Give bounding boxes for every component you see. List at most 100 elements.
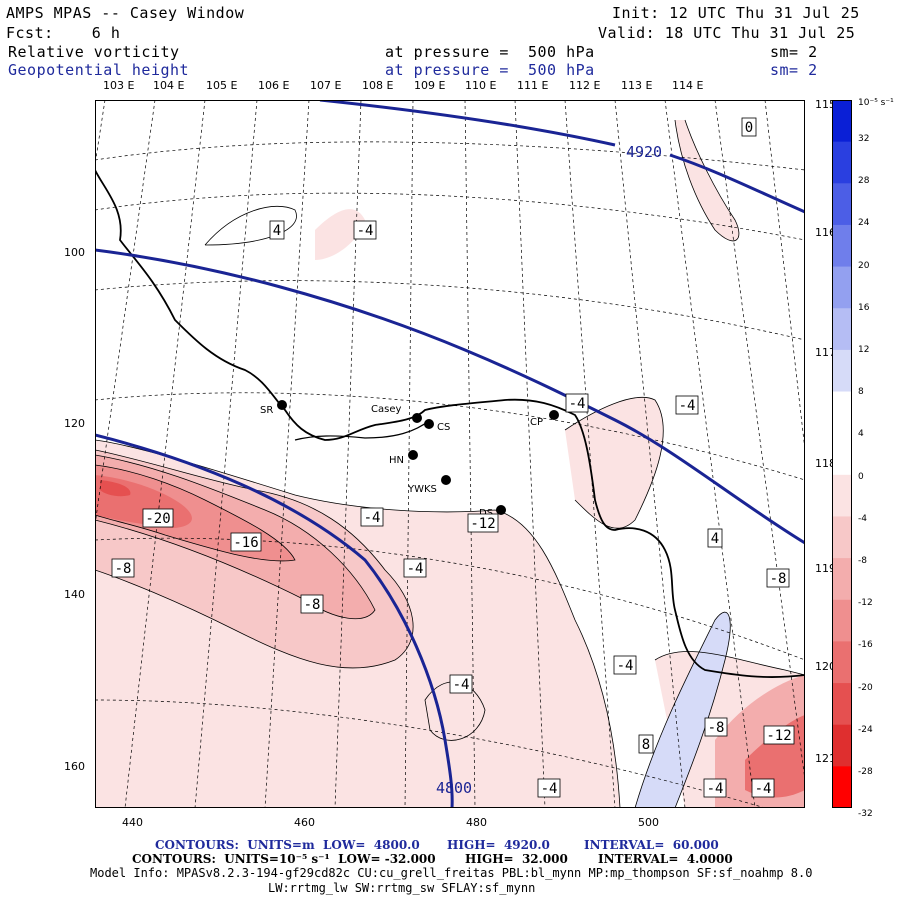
vorticity-label-box (360, 507, 384, 527)
colorbar-frame (832, 100, 852, 808)
station: DS (479, 505, 506, 519)
y-tick-label: 100 (64, 246, 85, 259)
colorbar-segment (832, 683, 852, 726)
field2-smoothing: sm= 2 (770, 61, 818, 79)
x-tick-label: 500 (638, 816, 659, 829)
colorbar-segment (832, 766, 852, 808)
vorticity-label-box (613, 655, 637, 675)
vorticity-label-box (703, 778, 727, 798)
longitude-label: 104 E (153, 79, 185, 92)
vorticity-label-text: -4 (357, 223, 374, 239)
vorticity-label: 0 (741, 117, 757, 137)
longitude-line (334, 100, 362, 808)
vorticity-label: -16 (230, 532, 262, 552)
field1-name: Relative vorticity (8, 43, 180, 61)
colorbar-tick-label: 32 (858, 134, 870, 144)
vorticity-label: -20 (142, 508, 174, 528)
longitude-label: 106 E (258, 79, 290, 92)
colorbar-tick-label: -20 (858, 682, 873, 693)
negative-vorticity-region (315, 209, 365, 260)
longitude-line (664, 100, 756, 808)
x-tick-label: 440 (122, 816, 143, 829)
longitude-label: 108 E (362, 79, 394, 92)
vorticity-label-text: -4 (364, 510, 381, 526)
height-contour-4920 (319, 100, 616, 147)
colorbar-unit: 10⁻⁵ s⁻¹ (858, 98, 894, 108)
colorbar-tick-label: 28 (858, 176, 870, 187)
height-contour-4920-east (669, 153, 805, 214)
colorbar-tick-label: -8 (858, 556, 867, 566)
footer-height-contours: CONTOURS: UNITS=m LOW= 4800.0 (155, 838, 420, 852)
vorticity-label: -4 (675, 395, 699, 415)
vorticity-label-box (675, 395, 699, 415)
x-tick-label: 480 (466, 816, 487, 829)
height-contour-4860 (95, 248, 805, 545)
vorticity-label: 4 (707, 528, 723, 548)
colorbar-tick-label: 12 (858, 345, 870, 355)
vorticity-contour (204, 205, 297, 246)
vorticity-label-box (638, 734, 654, 754)
colorbar-tick-label: -32 (858, 809, 873, 820)
vorticity-label: -8 (111, 558, 135, 578)
vorticity-label-box (766, 568, 790, 588)
negative-vorticity-region (565, 397, 664, 529)
vorticity-contour (95, 454, 376, 620)
vorticity-label-text: -4 (541, 781, 558, 797)
colorbar-segment (832, 141, 852, 184)
vorticity-label-text: -4 (407, 561, 424, 577)
vorticity-contour (564, 396, 664, 529)
footer-vort-contours: CONTOURS: UNITS=10⁻⁵ s⁻¹ LOW= -32.000 (132, 852, 436, 866)
vorticity-contour (95, 464, 296, 562)
vorticity-label-box (741, 117, 757, 137)
station-label: HN (389, 455, 404, 466)
vorticity-label: -8 (300, 594, 324, 614)
vorticity-label: -4 (613, 655, 637, 675)
vorticity-label-box (353, 220, 377, 240)
station: YWKS (407, 475, 451, 495)
longitude-line (464, 100, 476, 808)
map-title: AMPS MPAS -- Casey Window (6, 4, 245, 22)
longitude-label: 112 E (569, 79, 601, 92)
footer-model-info: Model Info: MPASv8.2.3-194-gf29cd82c CU:… (90, 866, 813, 880)
vorticity-value-labels: 4 -4 -4 0 -4 -20 -16 -4 -4 -8 -8 -12 4 -4 -4 -4 8 -8 -8 -12… (111, 117, 795, 798)
colorbar-segment (832, 308, 852, 351)
colorbar-tick-label: -16 (858, 640, 873, 651)
station-marker (424, 419, 434, 429)
vorticity-label: -8 (704, 717, 728, 737)
vorticity-label: -4 (537, 778, 561, 798)
vorticity-label-text: -4 (679, 398, 696, 414)
longitude-label: 110 E (465, 79, 497, 92)
vorticity-label-box (537, 778, 561, 798)
field2-name: Geopotential height (8, 61, 190, 79)
station-marker (441, 475, 451, 485)
vorticity-label-box (269, 220, 285, 240)
y-tick-label: 120 (64, 417, 85, 430)
station: CS (424, 419, 450, 433)
colorbar-tick-label: 20 (858, 260, 870, 271)
longitude-label: 105 E (206, 79, 238, 92)
vorticity-label-text: 4 (711, 531, 719, 547)
map-frame (95, 100, 805, 808)
latitude-line (95, 280, 805, 341)
vorticity-label: -8 (766, 568, 790, 588)
colorbar-segment (832, 224, 852, 268)
vorticity-label-box (111, 558, 135, 578)
latitude-line (95, 699, 767, 808)
station-label: CS (437, 422, 450, 433)
vorticity-label-text: 4 (273, 223, 281, 239)
vorticity-label: -4 (353, 220, 377, 240)
negative-vorticity-region (100, 480, 131, 497)
height-contour-4800 (95, 433, 454, 808)
vorticity-label-text: -16 (233, 535, 258, 551)
vorticity-contour (654, 651, 805, 676)
colorbar-segment (832, 599, 852, 642)
vorticity-label: -4 (565, 393, 589, 413)
coastline (294, 419, 431, 441)
longitude-label: 103 E (103, 79, 135, 92)
colorbar-tick-label: 4 (858, 429, 864, 440)
vorticity-label-text: 0 (745, 120, 753, 136)
station: HN (389, 450, 418, 466)
y-tick-label: 140 (64, 588, 85, 601)
colorbar (832, 100, 852, 808)
vorticity-label-box (751, 778, 775, 798)
